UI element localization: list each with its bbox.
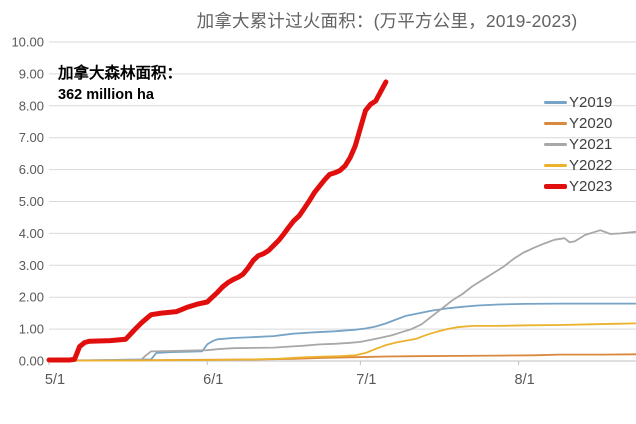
- legend-line-swatch-icon: [544, 184, 567, 189]
- legend-label: Y2023: [569, 178, 613, 195]
- y-axis-tick-label: 3.00: [19, 258, 44, 273]
- legend-line-swatch-icon: [544, 164, 567, 167]
- y-axis-tick-label: 2.00: [19, 290, 44, 305]
- y-axis-tick-label: 10.00: [11, 35, 44, 50]
- x-axis-tick-label: 8/1: [515, 372, 535, 388]
- x-axis-tick-label: 7/1: [356, 372, 376, 388]
- legend-line-swatch-icon: [544, 143, 567, 146]
- y-axis-tick-label: 7.00: [19, 130, 44, 145]
- series-line-y2023: [46, 79, 389, 363]
- legend-item-y2019: Y2019: [544, 92, 612, 113]
- series-line-y2021: [48, 229, 636, 362]
- series-line-y2019: [48, 302, 636, 362]
- y-axis-tick-label: 9.00: [19, 66, 44, 81]
- annotation-line2: 362 million ha: [58, 87, 154, 104]
- chart-title: 加拿大累计过火面积：(万平方公里，2019-2023): [196, 11, 578, 31]
- y-axis-tick-label: 6.00: [19, 162, 44, 177]
- y-axis-tick-label: 1.00: [19, 322, 44, 337]
- x-axis-tick-label: 6/1: [203, 372, 223, 388]
- y-axis-tick-label: 4.00: [19, 226, 44, 241]
- legend-item-y2022: Y2022: [544, 155, 612, 176]
- legend-item-y2021: Y2021: [544, 134, 612, 155]
- x-axis-tick-label: 5/1: [45, 372, 65, 388]
- forest-area-annotation: 加拿大森林面积： 362 million ha: [58, 62, 182, 107]
- series-line-y2022: [48, 322, 636, 362]
- legend-label: Y2021: [569, 136, 613, 153]
- annotation-line1: 加拿大森林面积：: [58, 65, 183, 82]
- legend-label: Y2022: [569, 157, 613, 174]
- legend-item-y2023: Y2023: [544, 176, 612, 197]
- legend-label: Y2020: [569, 115, 613, 132]
- legend-line-swatch-icon: [544, 101, 567, 104]
- legend-line-swatch-icon: [544, 122, 567, 125]
- y-axis-tick-label: 5.00: [19, 194, 44, 209]
- legend: Y2019 Y2020 Y2021 Y2022 Y2023: [544, 92, 612, 197]
- legend-label: Y2019: [569, 94, 613, 111]
- y-axis-tick-label: 8.00: [19, 98, 44, 113]
- legend-item-y2020: Y2020: [544, 113, 612, 134]
- y-axis-tick-label: 0.00: [19, 354, 44, 369]
